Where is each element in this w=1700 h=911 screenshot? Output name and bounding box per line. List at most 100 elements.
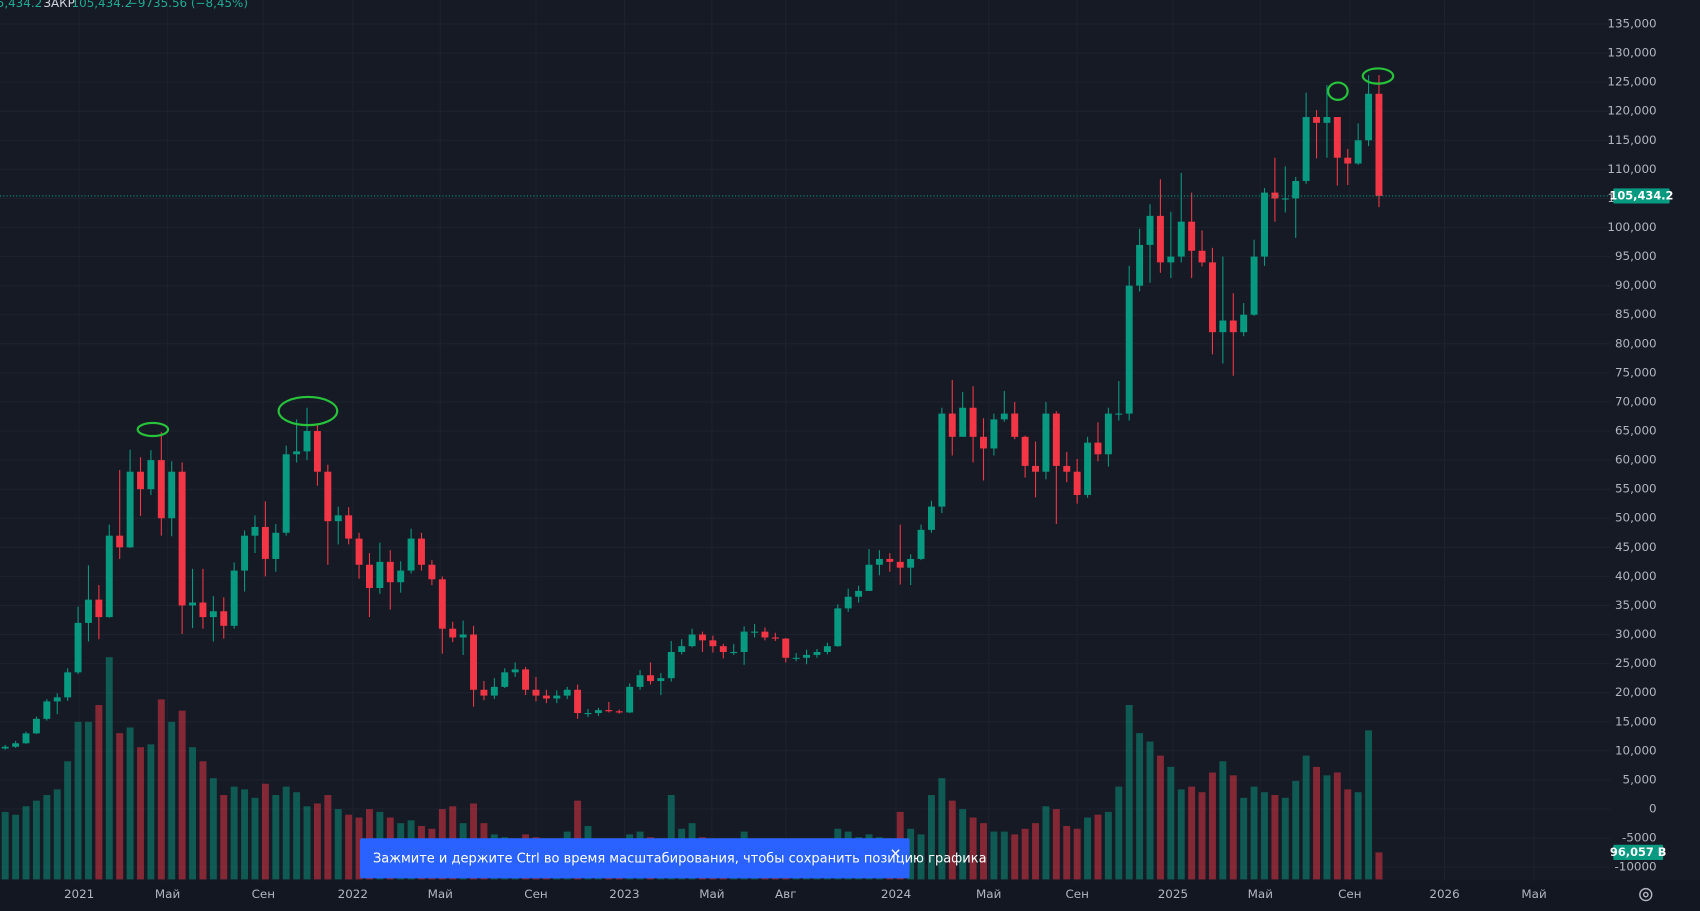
- candle-body: [771, 637, 779, 639]
- volume-bar: [938, 778, 946, 880]
- candle-body: [261, 526, 269, 559]
- volume-bar: [1323, 775, 1331, 880]
- candle-body: [563, 689, 571, 696]
- candle-body: [574, 689, 582, 714]
- candle-body: [1375, 93, 1383, 196]
- volume-bar: [345, 814, 353, 880]
- candle-body: [22, 733, 30, 744]
- candle-body: [251, 526, 259, 536]
- toast-text: Зажмите и держите Ctrl во время масштаби…: [373, 851, 987, 866]
- y-tick-label: 50,000: [1615, 511, 1657, 525]
- volume-bar: [1032, 823, 1039, 880]
- x-tick-label: Сен: [1065, 887, 1088, 901]
- candle-body: [189, 602, 197, 606]
- candle-body: [1323, 117, 1331, 123]
- volume-bar: [1011, 834, 1019, 880]
- candle-body: [376, 561, 384, 589]
- candle-body: [1292, 180, 1300, 199]
- x-tick-label: Май: [1248, 887, 1273, 901]
- y-tick-label: 135,000: [1607, 16, 1656, 30]
- candle-body: [105, 535, 113, 618]
- x-tick-label: Май: [428, 887, 453, 901]
- volume-bar: [43, 795, 51, 880]
- last-price-box: [1613, 188, 1670, 204]
- candle-body: [490, 686, 498, 696]
- candle-body: [209, 611, 217, 618]
- candle-body: [823, 646, 831, 652]
- x-tick-label: 2026: [1429, 887, 1459, 901]
- candle-body: [1177, 221, 1185, 257]
- candle-body: [1281, 198, 1289, 200]
- volume-bar: [948, 800, 956, 880]
- x-tick-label: Май: [976, 887, 1001, 901]
- drawing: [136, 421, 170, 438]
- candle-body: [64, 672, 72, 698]
- candle-body: [1094, 442, 1102, 455]
- last-volume-label: 96,057 B: [1610, 845, 1667, 859]
- volume-bar: [1229, 775, 1237, 880]
- settings-icon[interactable]: [1639, 887, 1653, 902]
- volume-bar: [959, 809, 967, 880]
- volume-bar: [1052, 809, 1060, 880]
- y-tick-label: 0: [1649, 801, 1657, 815]
- volume-bar: [189, 747, 197, 880]
- volume-bar: [1333, 772, 1341, 880]
- candle-body: [667, 651, 675, 679]
- candle-body: [792, 657, 800, 659]
- x-tick-label: Май: [699, 887, 724, 901]
- drawing: [1327, 81, 1349, 101]
- y-tick-label: 40,000: [1615, 569, 1657, 583]
- annotations: [136, 67, 1395, 438]
- candle-body: [1188, 221, 1196, 251]
- volume-bar: [1094, 814, 1102, 880]
- candle-body: [230, 570, 238, 626]
- toast-close[interactable]: ✕: [890, 846, 902, 862]
- volume-bar: [969, 817, 977, 880]
- volume-bar: [907, 828, 915, 880]
- y-tick-label: 5,000: [1623, 772, 1657, 786]
- volume-bar: [1177, 789, 1185, 880]
- candle-body: [438, 579, 446, 629]
- volume-bar: [667, 795, 675, 880]
- toast-box: [359, 838, 910, 879]
- candle-body: [272, 532, 280, 559]
- candle-body: [927, 506, 935, 530]
- volume-bar: [324, 795, 332, 880]
- volume-bar: [53, 789, 61, 880]
- volume-bar: [293, 792, 301, 880]
- candle-body: [865, 564, 873, 591]
- candle-body: [1156, 215, 1164, 263]
- y-tick-label: 80,000: [1615, 336, 1657, 350]
- candle-body: [740, 631, 748, 652]
- y-tick-label: 60,000: [1615, 453, 1657, 467]
- candle-body: [532, 689, 540, 696]
- candle-body: [178, 471, 186, 606]
- candle-body: [834, 608, 842, 647]
- y-tick-label: 35,000: [1615, 598, 1657, 612]
- volume-bar: [1021, 828, 1029, 880]
- candle-body: [646, 675, 654, 682]
- volume-bar: [313, 803, 321, 880]
- candle-body: [459, 634, 467, 638]
- candle-body: [751, 631, 759, 633]
- y-tick-label: 55,000: [1615, 482, 1657, 496]
- y-tick-label: 90,000: [1615, 278, 1657, 292]
- candle-body: [1, 746, 9, 749]
- candle-body: [1354, 140, 1362, 164]
- volume-bar: [137, 747, 144, 880]
- volume-bar: [178, 710, 186, 880]
- candle-body: [886, 558, 894, 562]
- volume-bar: [1344, 789, 1352, 880]
- volume-bar: [147, 744, 155, 880]
- candle-body: [980, 436, 987, 449]
- candle-body: [470, 634, 478, 690]
- volume-bar: [917, 834, 925, 880]
- volume-bar: [220, 795, 228, 880]
- candle-body: [844, 596, 852, 609]
- candle-body: [397, 570, 405, 583]
- candle-body: [241, 535, 249, 571]
- candle-body: [782, 638, 790, 658]
- volume-bar: [355, 817, 363, 880]
- candle-body: [584, 713, 592, 715]
